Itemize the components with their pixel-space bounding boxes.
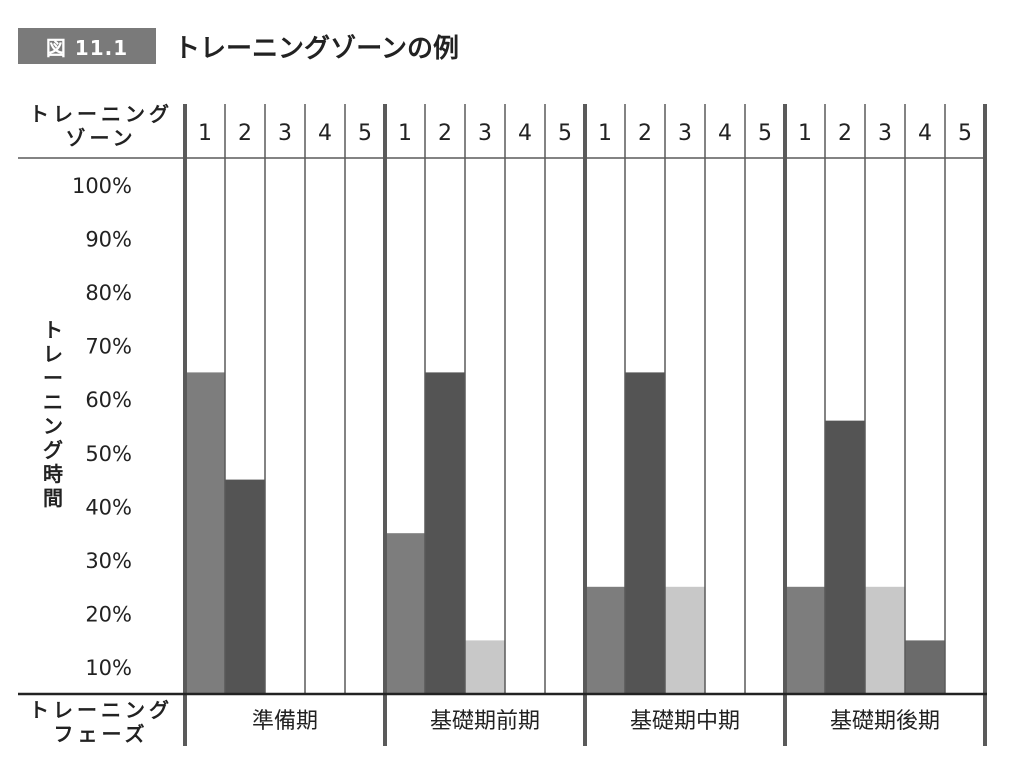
y-tick-label: 70% [85, 335, 132, 359]
zone-number-label: 2 [238, 121, 252, 146]
bar-2-zone-1 [385, 533, 425, 694]
bar-1-zone-2 [225, 479, 265, 694]
phase-label: 基礎期前期 [430, 709, 540, 734]
zone-header-line2: ゾーン [65, 126, 137, 150]
phase-header-line2: フェーズ [53, 722, 149, 746]
zone-header-line1: トレーニング [29, 102, 173, 126]
bar-3-zone-2 [625, 372, 665, 694]
zone-number-label: 5 [358, 121, 372, 146]
zone-number-label: 3 [478, 121, 492, 146]
bar-2-zone-2 [425, 372, 465, 694]
zone-number-label: 2 [638, 121, 652, 146]
zone-number-label: 5 [958, 121, 972, 146]
phase-label: 基礎期後期 [830, 709, 940, 734]
zone-number-label: 4 [318, 121, 332, 146]
zone-number-label: 1 [198, 121, 212, 146]
figure-number-badge: 図 11.1 [18, 28, 156, 64]
figure-title-bar: 図 11.1 トレーニングゾーンの例 [18, 28, 459, 64]
y-tick-label: 50% [85, 442, 132, 466]
phase-header-label: トレーニング フェーズ [18, 698, 184, 746]
figure-title: トレーニングゾーンの例 [174, 33, 459, 64]
y-tick-label: 10% [85, 656, 132, 680]
zone-number-label: 1 [798, 121, 812, 146]
zone-header-label: トレーニング ゾーン [18, 102, 184, 150]
y-tick-label: 30% [85, 549, 132, 573]
y-tick-label: 40% [85, 495, 132, 519]
bar-4-zone-2 [825, 420, 865, 694]
zone-number-label: 5 [758, 121, 772, 146]
phase-header-line1: トレーニング [29, 698, 173, 722]
y-tick-label: 100% [72, 174, 132, 198]
zone-number-label: 2 [438, 121, 452, 146]
bar-1-zone-1 [185, 372, 225, 694]
zone-number-label: 3 [878, 121, 892, 146]
zone-number-label: 1 [398, 121, 412, 146]
bar-2-zone-3 [465, 640, 505, 694]
bar-4-zone-3 [865, 586, 905, 694]
zone-number-label: 3 [278, 121, 292, 146]
phase-label: 基礎期中期 [630, 709, 740, 734]
y-tick-label: 80% [85, 281, 132, 305]
zone-number-label: 4 [718, 121, 732, 146]
bar-3-zone-3 [665, 586, 705, 694]
y-tick-label: 90% [85, 227, 132, 251]
zone-number-label: 1 [598, 121, 612, 146]
zone-number-label: 4 [518, 121, 532, 146]
zone-number-label: 3 [678, 121, 692, 146]
y-tick-label: 20% [85, 603, 132, 627]
bar-4-zone-4 [905, 640, 945, 694]
bar-4-zone-1 [785, 586, 825, 694]
phase-label: 準備期 [252, 709, 318, 734]
bar-3-zone-1 [585, 586, 625, 694]
zone-number-label: 2 [838, 121, 852, 146]
zone-number-label: 4 [918, 121, 932, 146]
y-tick-label: 60% [85, 388, 132, 412]
y-axis-label: トレーニング時間 [43, 318, 63, 510]
zone-number-label: 5 [558, 121, 572, 146]
